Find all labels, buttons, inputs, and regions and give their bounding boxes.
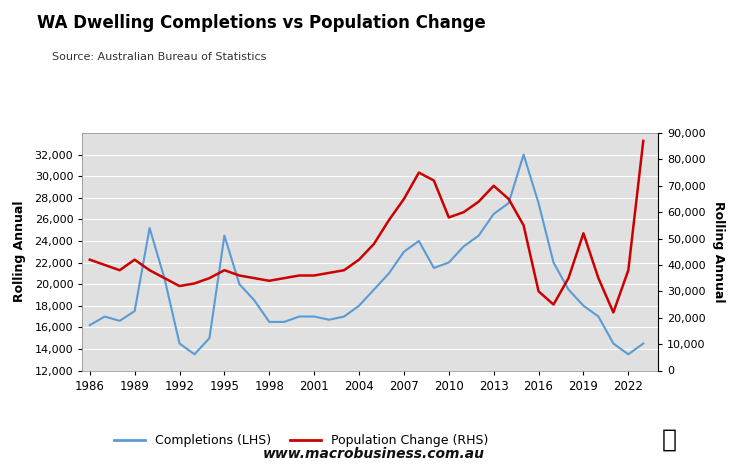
Text: MACRO: MACRO xyxy=(620,27,689,45)
Y-axis label: Rolling Annual: Rolling Annual xyxy=(712,201,726,303)
Text: Source: Australian Bureau of Statistics: Source: Australian Bureau of Statistics xyxy=(52,52,267,62)
Text: www.macrobusiness.com.au: www.macrobusiness.com.au xyxy=(263,447,485,461)
Legend: Completions (LHS), Population Change (RHS): Completions (LHS), Population Change (RH… xyxy=(108,429,494,452)
Text: 🐺: 🐺 xyxy=(662,428,677,451)
Text: BUSINESS: BUSINESS xyxy=(608,53,701,71)
Y-axis label: Rolling Annual: Rolling Annual xyxy=(13,201,26,303)
Text: WA Dwelling Completions vs Population Change: WA Dwelling Completions vs Population Ch… xyxy=(37,14,486,32)
